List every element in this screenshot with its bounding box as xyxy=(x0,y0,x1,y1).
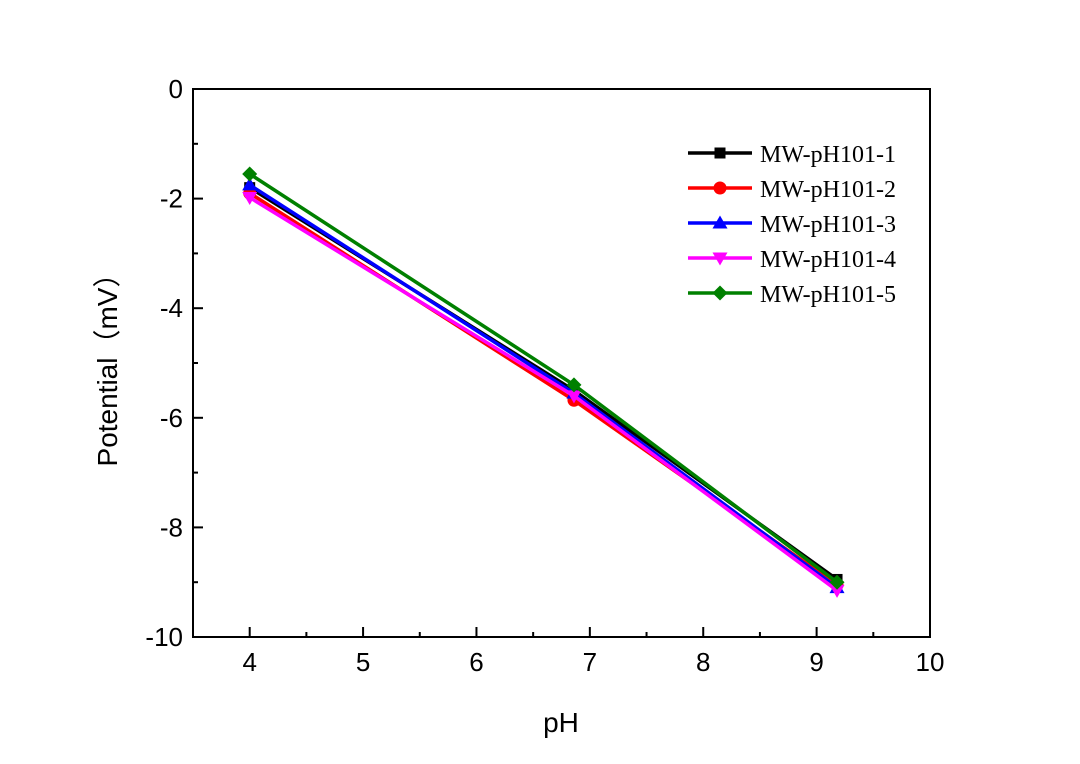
y-tick-label: -8 xyxy=(160,512,183,542)
marker-triangle-down xyxy=(829,584,845,598)
marker-triangle-up xyxy=(242,177,258,191)
marker-triangle-down xyxy=(712,252,728,266)
y-tick-label: -2 xyxy=(160,184,183,214)
y-tick-label: 0 xyxy=(169,74,183,104)
x-tick-label: 7 xyxy=(583,647,597,677)
marker-circle xyxy=(713,181,727,195)
marker-triangle-up xyxy=(712,215,728,229)
marker-square xyxy=(714,147,726,159)
legend-item: MW-pH101-5 xyxy=(688,282,896,308)
legend-item: MW-pH101-2 xyxy=(688,177,896,203)
y-tick-label: -10 xyxy=(145,622,183,652)
legend-item: MW-pH101-3 xyxy=(688,212,896,238)
legend-label: MW-pH101-3 xyxy=(760,212,896,238)
plot-frame xyxy=(192,88,931,638)
legend-item: MW-pH101-1 xyxy=(688,142,896,168)
legend-item: MW-pH101-4 xyxy=(688,247,896,273)
x-tick-label: 10 xyxy=(916,647,945,677)
x-tick-label: 9 xyxy=(809,647,823,677)
marker-diamond xyxy=(829,574,845,590)
y-tick-label: -6 xyxy=(160,403,183,433)
marker-triangle-down xyxy=(566,390,582,404)
marker-diamond xyxy=(712,285,728,301)
x-tick-label: 5 xyxy=(356,647,370,677)
x-tick-label: 8 xyxy=(696,647,710,677)
legend-label: MW-pH101-4 xyxy=(760,247,896,273)
legend-label: MW-pH101-2 xyxy=(760,177,896,203)
y-tick-label: -4 xyxy=(160,293,183,323)
y-axis: 0 -2 -4 -6 -8 -10 xyxy=(145,74,203,652)
marker-triangle-down xyxy=(242,192,258,206)
y-axis-title: Potential（mV） xyxy=(92,260,123,467)
marker-diamond xyxy=(242,166,258,182)
x-axis: 4 5 6 7 8 9 10 xyxy=(242,627,944,677)
legend: MW-pH101-1 MW-pH101-2 MW-pH101-3 MW-pH101-4… xyxy=(688,142,896,308)
series-5 xyxy=(242,166,845,590)
series-4 xyxy=(242,192,845,598)
legend-label: MW-pH101-5 xyxy=(760,282,896,308)
marker-diamond xyxy=(566,377,582,393)
x-tick-label: 6 xyxy=(469,647,483,677)
x-axis-title: pH xyxy=(543,707,579,738)
legend-label: MW-pH101-1 xyxy=(760,142,896,168)
series-layer xyxy=(242,166,845,598)
x-tick-label: 4 xyxy=(242,647,256,677)
